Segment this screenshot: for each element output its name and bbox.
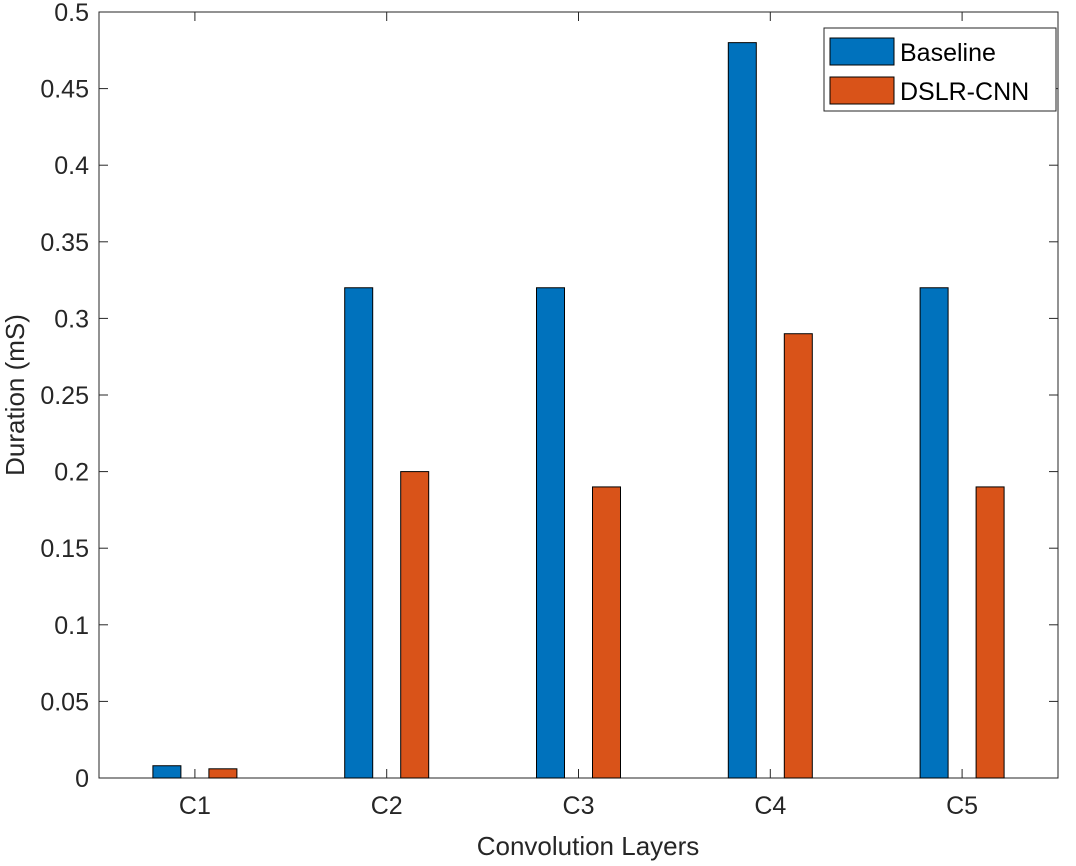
x-axis-ticks: C1 C2 C3 C4 C5 <box>179 12 978 820</box>
legend-swatch-baseline <box>829 37 895 66</box>
legend-swatch-dslr-cnn <box>829 76 895 105</box>
y-axis-ticks: 0 0.05 0.1 0.15 0.2 0.25 0.3 0.35 0.4 0.45 0.5 <box>40 0 1058 793</box>
bar-baseline-c5 <box>919 287 949 779</box>
plot-area <box>98 11 1059 779</box>
x-tick-label-c5: C5 <box>946 792 978 820</box>
y-tick-label: 0 <box>75 765 89 793</box>
y-axis-label: Duration (mS) <box>0 314 30 476</box>
y-tick-label: 0.4 <box>54 152 89 180</box>
y-tick-label: 0.45 <box>40 76 89 104</box>
bar-baseline-c2 <box>344 287 374 779</box>
x-axis-label: Convolution Layers <box>477 831 700 861</box>
x-tick-label-c4: C4 <box>754 792 786 820</box>
legend-label-dslr-cnn: DSLR-CNN <box>900 78 1029 106</box>
legend: Baseline DSLR-CNN <box>823 27 1057 112</box>
bar-dslr-cnn-c1 <box>208 768 238 779</box>
bars-group <box>152 42 1005 779</box>
y-tick-label: 0.35 <box>40 229 89 257</box>
bar-baseline-c3 <box>536 287 565 779</box>
y-tick-label: 0.05 <box>40 688 89 716</box>
bar-dslr-cnn-c2 <box>400 471 430 779</box>
x-tick-label-c1: C1 <box>179 792 211 820</box>
y-tick-label: 0.2 <box>54 459 89 487</box>
y-tick-label: 0.15 <box>40 535 89 563</box>
y-tick-label: 0.5 <box>54 0 89 27</box>
y-tick-label: 0.3 <box>54 305 89 333</box>
bar-dslr-cnn-c3 <box>592 486 621 779</box>
y-tick-label: 0.1 <box>54 612 89 640</box>
x-tick-label-c2: C2 <box>371 792 403 820</box>
bar-dslr-cnn-c4 <box>783 333 813 779</box>
bar-baseline-c1 <box>152 765 182 779</box>
y-tick-label: 0.25 <box>40 382 89 410</box>
bar-baseline-c4 <box>727 42 757 779</box>
bar-dslr-cnn-c5 <box>975 486 1005 779</box>
x-tick-label-c3: C3 <box>563 792 595 820</box>
legend-label-baseline: Baseline <box>900 39 996 67</box>
